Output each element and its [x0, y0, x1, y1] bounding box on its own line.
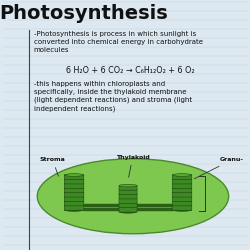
FancyBboxPatch shape	[172, 192, 192, 197]
FancyBboxPatch shape	[64, 197, 84, 202]
FancyBboxPatch shape	[64, 206, 84, 210]
FancyBboxPatch shape	[172, 184, 192, 188]
FancyBboxPatch shape	[119, 203, 137, 208]
FancyBboxPatch shape	[64, 184, 84, 188]
Text: -this happens within chloroplasts and
specifically, inside the thylakoid membran: -this happens within chloroplasts and sp…	[34, 81, 192, 112]
FancyBboxPatch shape	[64, 175, 84, 180]
Ellipse shape	[172, 209, 192, 211]
FancyBboxPatch shape	[119, 186, 137, 190]
Text: 6 H₂O + 6 CO₂ → C₆H₁₂O₂ + 6 O₂: 6 H₂O + 6 CO₂ → C₆H₁₂O₂ + 6 O₂	[66, 66, 195, 75]
FancyBboxPatch shape	[172, 201, 192, 206]
FancyBboxPatch shape	[119, 190, 137, 194]
Ellipse shape	[64, 209, 84, 211]
Text: Granu-: Granu-	[194, 157, 244, 179]
Text: Thylakoid: Thylakoid	[116, 155, 150, 177]
Ellipse shape	[64, 174, 84, 176]
FancyBboxPatch shape	[64, 188, 84, 193]
FancyBboxPatch shape	[64, 192, 84, 197]
FancyBboxPatch shape	[172, 175, 192, 180]
Ellipse shape	[172, 174, 192, 176]
FancyBboxPatch shape	[119, 198, 137, 203]
FancyBboxPatch shape	[172, 197, 192, 202]
FancyBboxPatch shape	[172, 188, 192, 193]
Text: Photosynthesis: Photosynthesis	[0, 4, 168, 23]
Text: -Photosynthesis is process in which sunlight is
converted into chemical energy i: -Photosynthesis is process in which sunl…	[34, 31, 202, 53]
FancyBboxPatch shape	[172, 179, 192, 184]
FancyBboxPatch shape	[64, 201, 84, 206]
Ellipse shape	[119, 210, 137, 213]
FancyBboxPatch shape	[119, 207, 137, 212]
FancyBboxPatch shape	[64, 179, 84, 184]
Text: Stroma: Stroma	[40, 157, 66, 176]
FancyBboxPatch shape	[119, 194, 137, 199]
Ellipse shape	[119, 184, 137, 187]
FancyBboxPatch shape	[172, 206, 192, 210]
Ellipse shape	[37, 159, 229, 234]
